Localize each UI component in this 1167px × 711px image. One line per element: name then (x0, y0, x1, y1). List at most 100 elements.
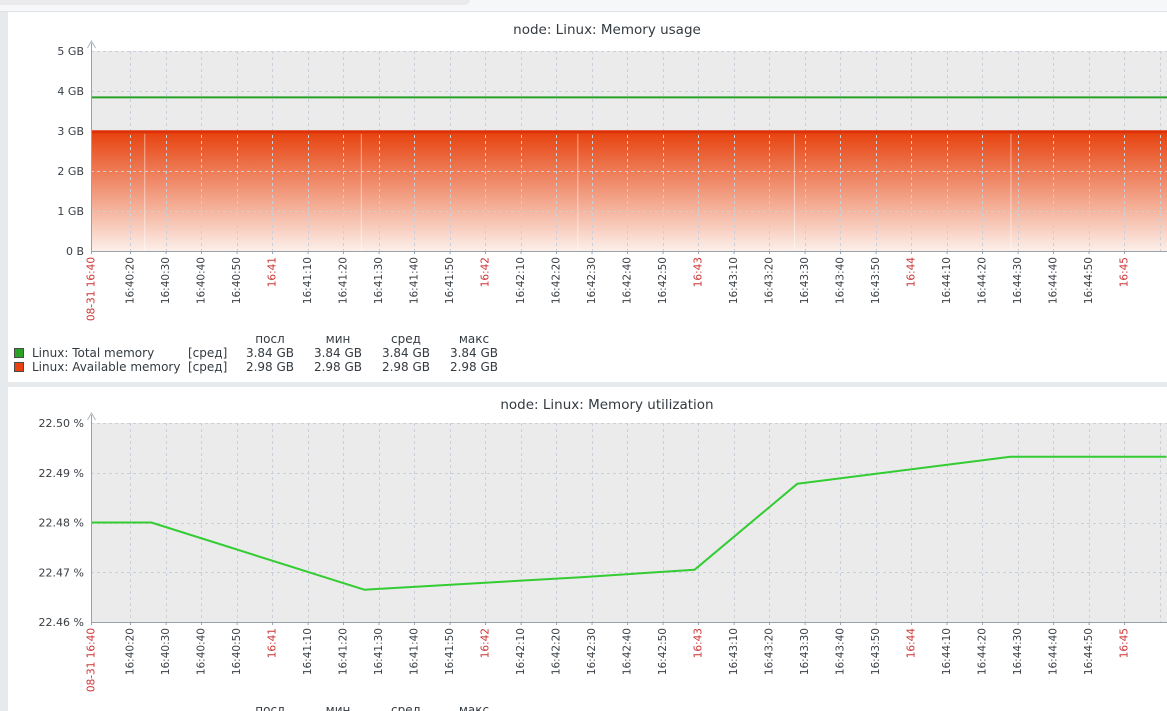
legend-swatch-spacer (14, 334, 24, 344)
x-axis-time-label: 16:44:10 (941, 257, 953, 304)
x-axis-time-label: 16:43:30 (799, 257, 811, 304)
x-axis-time-label: 16:41:10 (302, 628, 314, 675)
legend-stat-header: сред (391, 703, 421, 711)
graph-title: node: Linux: Memory utilization (500, 397, 714, 413)
legend-row: Linux: Available memory [сред] 2.98 GB 2.98… (8, 360, 728, 374)
x-axis-time-label: 16:41:20 (338, 257, 350, 304)
x-axis-time-label: 16:42 (480, 628, 492, 658)
legend-header-row: посл мин сред макс (8, 703, 728, 711)
legend-stat-value: 3.84 GB (245, 346, 295, 360)
legend-stat-header: сред (391, 332, 421, 346)
x-axis-time-label: 16:41:50 (444, 257, 456, 304)
x-axis-time-label: 16:41 (267, 628, 279, 658)
x-axis-time-label: 16:43:50 (870, 628, 882, 675)
x-axis-time-label: 16:41:40 (409, 257, 421, 304)
legend-stat-header: мин (325, 332, 351, 346)
x-axis-time-label: 16:42:20 (551, 628, 563, 675)
x-axis-time-label: 16:42:10 (515, 257, 527, 304)
x-axis-time-label: 16:44:20 (977, 257, 989, 304)
x-axis-time-label: 08-31 16:40 (86, 257, 98, 321)
x-axis-time-label: 16:43:20 (764, 628, 776, 675)
x-axis-time-label: 16:40:30 (160, 257, 172, 304)
y-axis-tick-label: 22.48 % (39, 517, 84, 530)
browser-top-strip-segment (0, 0, 470, 5)
x-axis-time-label: 16:44:40 (1048, 257, 1060, 304)
legend-series-label: Linux: Available memory (32, 360, 181, 374)
x-axis-time-label: 16:42:40 (622, 257, 634, 304)
y-axis-tick-label: 0 B (66, 245, 84, 258)
x-axis-time-label: 16:44 (906, 257, 918, 288)
y-axis-tick-label: 22.47 % (39, 566, 84, 579)
x-axis-time-label: 16:41:40 (409, 628, 421, 675)
legend-stat-header: посл (255, 703, 285, 711)
x-axis-time-label: 16:42:20 (551, 257, 563, 304)
x-axis-time-label: 16:41:30 (373, 628, 385, 675)
x-axis-time-label: 16:41:20 (338, 628, 350, 675)
memory-usage-graph[interactable]: 5 GB 4 GB 3 GB 2 GB 1 GB 0 B08-31 16:40 16:40:… (8, 12, 1167, 332)
x-axis-time-label: 16:43 (693, 628, 705, 658)
x-axis-time-label: 16:45 (1119, 257, 1131, 287)
legend-stat-value: 3.84 GB (381, 346, 431, 360)
x-axis-time-label: 16:44:50 (1083, 628, 1095, 675)
x-axis-time-label: 16:42:30 (586, 628, 598, 675)
legend-color-swatch (14, 348, 24, 358)
legend-swatch-spacer (14, 705, 24, 711)
x-axis-time-label: 16:40:50 (231, 257, 243, 304)
x-axis-time-label: 16:42 (480, 257, 492, 287)
x-axis-time-label: 16:44:10 (941, 628, 953, 675)
x-axis-time-label: 16:43 (693, 257, 705, 287)
y-axis-tick-label: 3 GB (57, 125, 84, 138)
x-axis-time-label: 16:43:40 (835, 257, 847, 304)
x-axis-time-label: 16:41:50 (444, 628, 456, 675)
legend-stat-value: 2.98 GB (449, 360, 499, 374)
x-axis-time-label: 16:44 (906, 628, 918, 659)
x-axis-time-label: 16:40:40 (196, 628, 208, 675)
y-axis-tick-label: 22.50 % (39, 417, 84, 430)
x-axis-time-label: 16:41 (267, 257, 279, 287)
x-axis-time-label: 16:42:30 (586, 257, 598, 304)
legend-stat-value: 3.84 GB (313, 346, 363, 360)
x-axis-time-label: 16:44:50 (1083, 257, 1095, 304)
y-axis-tick-label: 5 GB (57, 45, 84, 58)
x-axis-time-label: 16:40:50 (231, 628, 243, 675)
browser-top-strip (0, 0, 1167, 12)
memory-utilization-graph-panel: node: Linux: Memory utilization 22.50 % 2… (8, 387, 1167, 711)
x-axis-time-label: 16:41:10 (302, 257, 314, 304)
legend-header-row: посл мин сред макс (8, 332, 728, 346)
y-axis-tick-label: 22.46 % (39, 616, 84, 629)
memory-usage-legend: посл мин сред макс Linux: Total memory [сред]… (8, 332, 728, 374)
x-axis-time-label: 16:42:50 (657, 257, 669, 304)
x-axis-time-label: 16:43:40 (835, 628, 847, 675)
x-axis-time-label: 16:43:10 (728, 257, 740, 304)
x-axis-time-label: 16:41:30 (373, 257, 385, 304)
y-axis-tick-label: 1 GB (57, 205, 84, 218)
x-axis-time-label: 16:43:50 (870, 257, 882, 304)
legend-stat-header: макс (458, 703, 490, 711)
x-axis-time-label: 16:42:50 (657, 628, 669, 675)
legend-stat-value: 3.84 GB (449, 346, 499, 360)
x-axis-time-label: 16:43:10 (728, 628, 740, 675)
legend-series-label: Linux: Total memory (32, 346, 155, 360)
x-axis-time-label: 16:43:30 (799, 628, 811, 675)
memory-utilization-legend: посл мин сред макс (8, 703, 728, 711)
x-axis-time-label: 16:43:20 (764, 257, 776, 304)
legend-function: [сред] (188, 346, 228, 360)
x-axis-time-label: 08-31 16:40 (86, 628, 98, 692)
x-axis-time-label: 16:40:20 (125, 628, 137, 675)
x-axis-time-label: 16:42:10 (515, 628, 527, 675)
x-axis-time-label: 16:44:20 (977, 628, 989, 675)
legend-stat-value: 2.98 GB (245, 360, 295, 374)
x-axis-time-label: 16:40:20 (125, 257, 137, 304)
legend-stat-header: мин (325, 703, 351, 711)
x-axis-time-label: 16:44:30 (1012, 628, 1024, 675)
memory-usage-graph-panel: node: Linux: Memory usage 5 GB 4 GB 3 GB 2 … (8, 12, 1167, 382)
graph-title: node: Linux: Memory usage (513, 22, 701, 38)
x-axis-time-label: 16:45 (1119, 628, 1131, 658)
x-axis-time-label: 16:44:40 (1048, 628, 1060, 675)
memory-utilization-graph[interactable]: 22.50 % 22.49 % 22.48 % 22.47 % 22.46 %08-31… (8, 387, 1167, 707)
legend-stat-value: 2.98 GB (313, 360, 363, 374)
legend-function: [сред] (188, 360, 228, 374)
x-axis-time-label: 16:44:30 (1012, 257, 1024, 304)
legend-stat-header: макс (458, 332, 490, 346)
